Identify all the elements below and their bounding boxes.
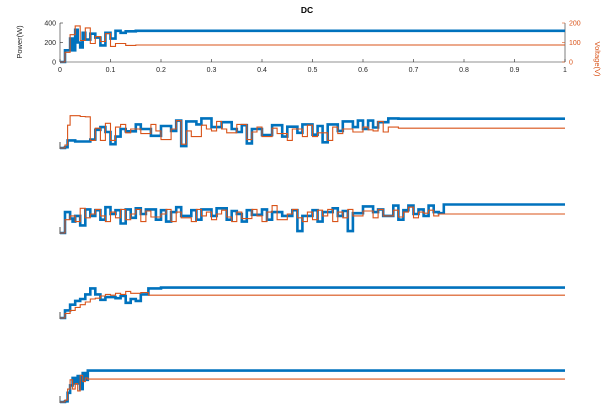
panel-trace-2	[59, 203, 565, 235]
series-group	[60, 25, 565, 64]
y-tick-label-right: 100	[569, 40, 581, 47]
y-tick-label-left: 200	[44, 40, 56, 47]
chart-title: DC	[301, 5, 313, 15]
panel-trace-3	[59, 286, 565, 320]
x-tick-label: 0.1	[106, 67, 116, 74]
voltage-line	[60, 25, 565, 63]
x-tick-label: 0.2	[156, 67, 166, 74]
power-line	[60, 117, 565, 150]
x-tick-label: 0.4	[257, 67, 267, 74]
voltage-line	[60, 115, 565, 149]
x-ticks: 0 0.1 0.2 0.3 0.4 0.5 0.6 0.7 0.8 0.9 1	[58, 59, 567, 74]
x-tick-label: 0.6	[358, 67, 368, 74]
y-tick-label-right: 200	[569, 21, 581, 28]
x-tick-label: 0.7	[409, 67, 419, 74]
y-axis-label-right: Voltage(V)	[593, 41, 602, 77]
x-tick-label: 0	[58, 67, 62, 74]
x-tick-label: 0.8	[459, 67, 469, 74]
power-line	[60, 286, 565, 320]
panel-main: DC 0 0.1 0.2 0.3 0.4 0.5 0.6 0.7 0.8 0.9 1 0 200 400…	[15, 5, 602, 77]
x-tick-label: 0.3	[207, 67, 217, 74]
voltage-line	[60, 290, 565, 319]
x-tick-label: 1	[563, 67, 567, 74]
x-tick-label: 0.9	[510, 67, 520, 74]
y-axis-label-left: Power(W)	[15, 25, 24, 59]
y-tick-label-left: 0	[52, 60, 56, 67]
power-line	[60, 369, 565, 404]
voltage-line	[60, 205, 565, 234]
panel-trace-4	[59, 369, 565, 404]
x-tick-label: 0.5	[308, 67, 318, 74]
voltage-line	[60, 374, 565, 403]
y-ticks-right: 0 100 200	[562, 21, 581, 67]
panel-trace-1	[59, 115, 565, 150]
y-tick-label-right: 0	[569, 60, 573, 67]
y-tick-label-left: 400	[44, 21, 56, 28]
